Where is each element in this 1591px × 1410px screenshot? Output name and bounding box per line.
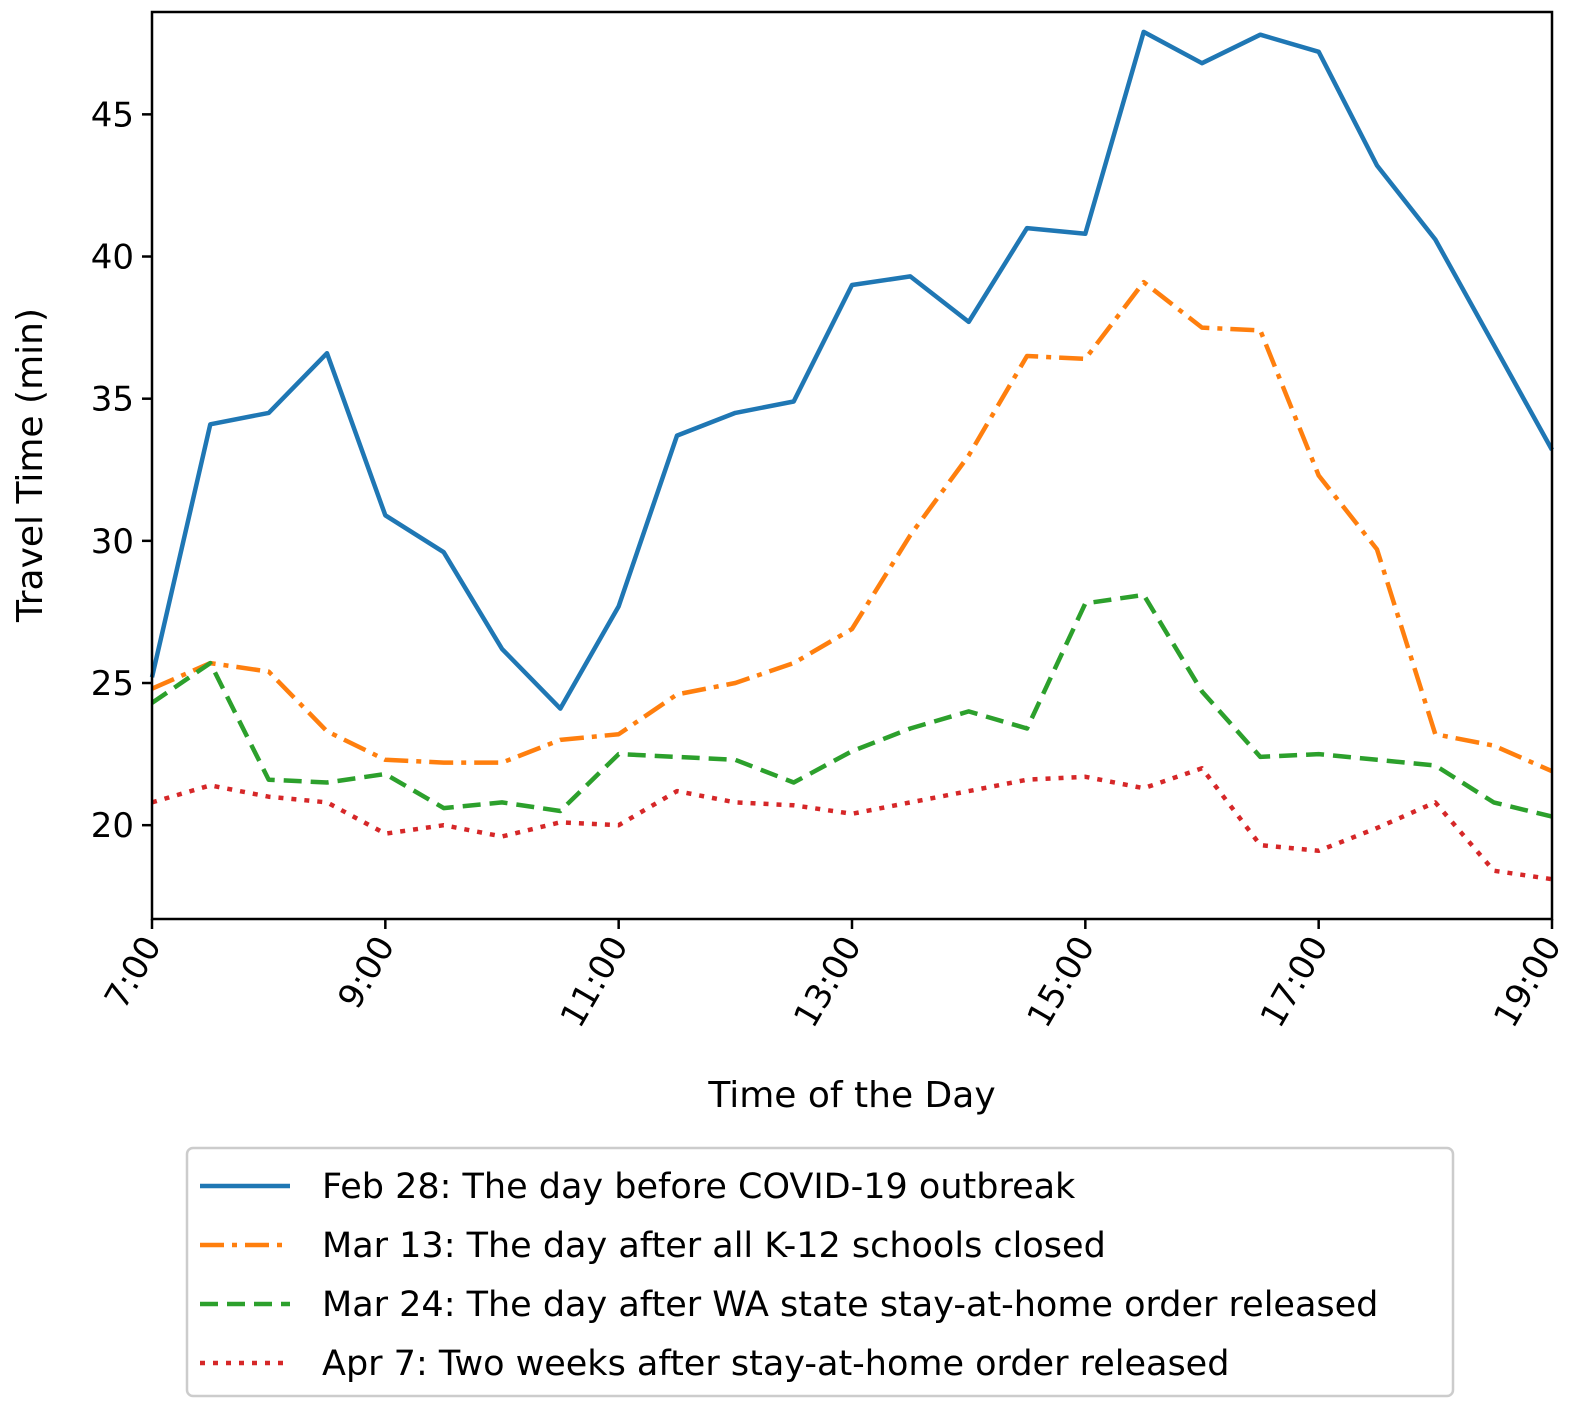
series-line-3 [150, 592, 1553, 819]
x-tick-label: 17:00 [1253, 930, 1337, 1035]
series-lines [149, 29, 1554, 882]
legend-item-2: Mar 13: The day after all K-12 schools c… [200, 1226, 1106, 1266]
x-tick-label: 19:00 [1486, 930, 1570, 1035]
legend: Feb 28: The day before COVID-19 outbreak… [185, 1146, 1455, 1398]
legend-label: Mar 24: The day after WA state stay-at-h… [322, 1285, 1378, 1325]
y-axis-label: Travel Time (min) [10, 308, 51, 623]
y-tick-label: 25 [91, 664, 134, 704]
legend-label: Feb 28: The day before COVID-19 outbreak [322, 1167, 1076, 1207]
y-tick-label: 35 [91, 380, 134, 420]
y-tick-label: 30 [91, 522, 134, 562]
x-tick-label: 15:00 [1019, 930, 1103, 1035]
x-tick-label: 7:00 [97, 930, 170, 1016]
legend-item-4: Apr 7: Two weeks after stay-at-home orde… [200, 1344, 1229, 1384]
series-line-2 [151, 279, 1553, 774]
legend-item-1: Feb 28: The day before COVID-19 outbreak [200, 1167, 1076, 1207]
series-line-1 [149, 29, 1554, 711]
y-tick-label: 20 [91, 806, 134, 846]
x-tick-label: 13:00 [786, 930, 870, 1035]
y-tick-label: 45 [91, 95, 134, 135]
x-tick-label: 9:00 [330, 930, 403, 1016]
axis-ticks: 20 25 30 35 40 45 7:00 9:00 11:00 13:00 15:00 17:00… [91, 95, 1570, 1034]
plot-frame [150, 10, 1554, 921]
legend-label: Apr 7: Two weeks after stay-at-home orde… [322, 1344, 1229, 1384]
x-tick-label: 11:00 [553, 930, 637, 1035]
series-line-4 [151, 766, 1553, 882]
legend-label: Mar 13: The day after all K-12 schools c… [322, 1226, 1106, 1266]
x-axis-label: Time of the Day [707, 1075, 995, 1116]
y-tick-label: 40 [91, 238, 134, 278]
legend-box [185, 1146, 1455, 1398]
legend-item-3: Mar 24: The day after WA state stay-at-h… [200, 1285, 1378, 1325]
